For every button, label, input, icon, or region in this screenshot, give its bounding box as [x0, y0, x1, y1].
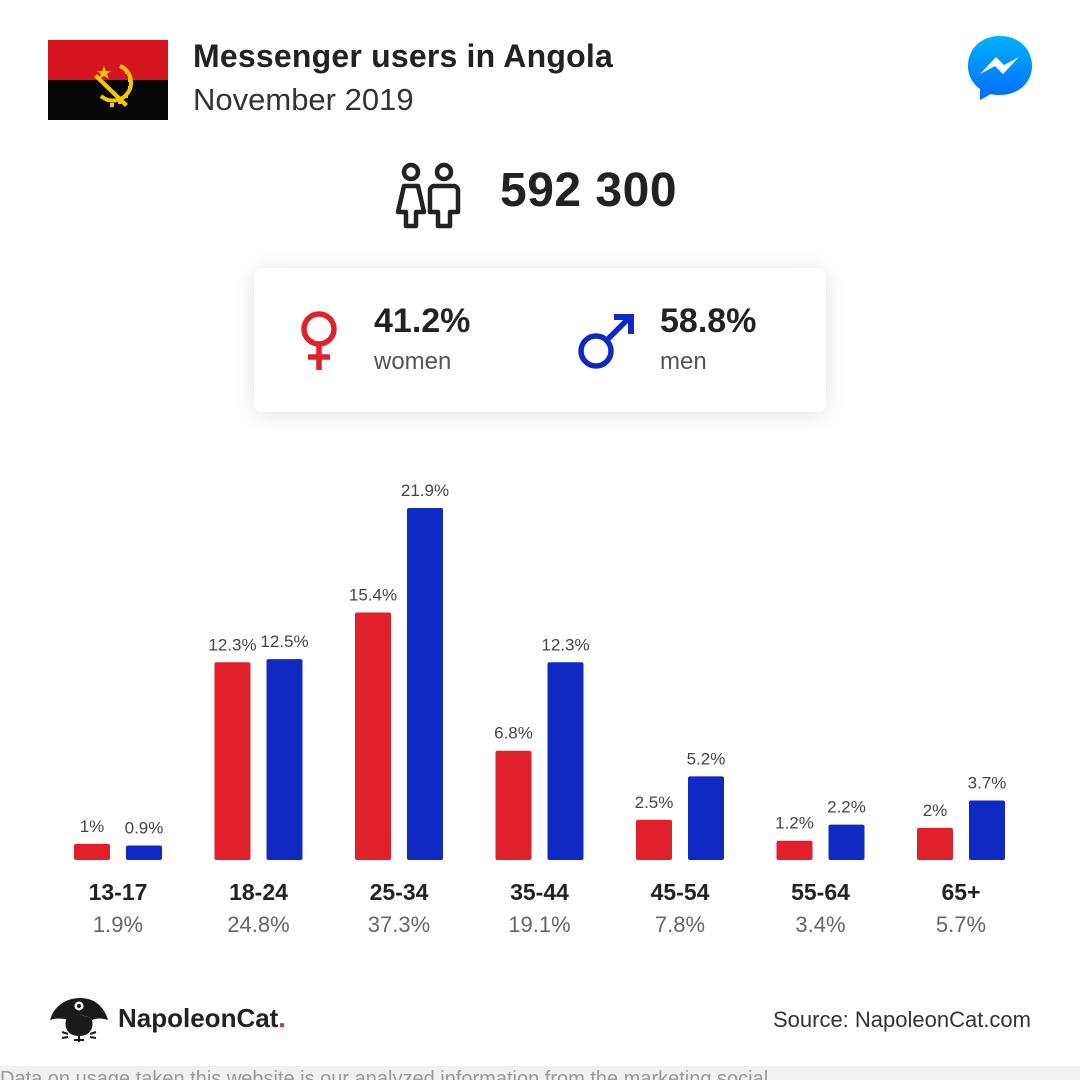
- bar-value-label: 2.2%: [827, 798, 866, 817]
- bar-35-44-men: [547, 662, 584, 860]
- users-icon: [395, 162, 461, 229]
- age-group-label: 13-17: [89, 879, 148, 905]
- source-credit: Source: NapoleonCat.com: [772, 1007, 1031, 1032]
- men-label: men: [660, 348, 707, 375]
- bar-value-label: 1%: [80, 817, 105, 836]
- bar-value-label: 2.5%: [635, 793, 674, 812]
- bar-value-label: 12.3%: [208, 635, 256, 654]
- bar-25-34-women: [355, 612, 391, 860]
- age-group-total: 3.4%: [795, 912, 845, 937]
- footer-disclaimer: Data on usage taken this website is our …: [0, 1068, 769, 1080]
- bar-13-17-women: [74, 843, 110, 860]
- age-group-total: 5.7%: [936, 912, 986, 937]
- bar-55-64-men: [828, 824, 865, 860]
- age-group-label: 25-34: [370, 879, 429, 905]
- messenger-icon: [968, 36, 1032, 100]
- total-users: 592 300: [500, 164, 678, 217]
- bar-55-64-women: [776, 840, 813, 860]
- age-group-label: 45-54: [651, 879, 710, 905]
- logo-name: NapoleonCat: [118, 1003, 279, 1033]
- bar-65+-women: [917, 827, 953, 860]
- gender-card: [254, 268, 826, 412]
- page-subtitle: November 2019: [193, 82, 414, 117]
- footer-disclaimer-strip: Data on usage taken this website is our …: [0, 1066, 1080, 1080]
- age-group-total: 24.8%: [227, 912, 289, 937]
- age-group-total: 19.1%: [508, 912, 570, 937]
- age-group-label: 18-24: [229, 879, 288, 905]
- age-group-label: 55-64: [791, 879, 850, 905]
- bar-value-label: 21.9%: [401, 481, 449, 500]
- bar-value-label: 12.5%: [260, 632, 308, 651]
- age-group-total: 7.8%: [655, 912, 705, 937]
- bar-value-label: 0.9%: [125, 819, 164, 838]
- bar-value-label: 6.8%: [494, 724, 533, 743]
- napoleoncat-logo-text: NapoleonCat.: [118, 1003, 286, 1034]
- bar-45-54-women: [636, 819, 672, 860]
- bar-value-label: 1.2%: [775, 814, 814, 833]
- bar-value-label: 2%: [923, 801, 948, 820]
- logo-dot: .: [278, 1003, 286, 1033]
- bar-65+-men: [969, 800, 1005, 860]
- age-group-label: 65+: [941, 879, 980, 905]
- women-percent: 41.2%: [374, 302, 471, 340]
- age-gender-bar-chart: 1% 0.9%13-171.9%12.3% 12.5%18-2424.8%15.4%…: [74, 481, 1007, 937]
- bar-13-17-men: [126, 845, 162, 860]
- bar-value-label: 15.4%: [349, 585, 397, 604]
- bar-18-24-women: [214, 662, 251, 860]
- bar-45-54-men: [688, 776, 724, 860]
- bar-35-44-women: [495, 750, 532, 860]
- napoleoncat-logo-icon: [50, 998, 108, 1042]
- age-group-label: 35-44: [510, 879, 569, 905]
- women-label: women: [374, 348, 452, 375]
- male-icon: [578, 314, 634, 369]
- page-title: Messenger users in Angola: [193, 38, 613, 74]
- men-percent: 58.8%: [660, 302, 757, 340]
- female-icon: [301, 311, 337, 370]
- bar-25-34-men: [407, 508, 443, 860]
- bar-value-label: 3.7%: [968, 774, 1007, 793]
- bar-value-label: 12.3%: [541, 635, 589, 654]
- bar-18-24-men: [266, 659, 303, 860]
- age-group-total: 1.9%: [93, 912, 143, 937]
- bar-value-label: 5.2%: [687, 749, 726, 768]
- age-group-total: 37.3%: [368, 912, 430, 937]
- angola-flag: [48, 40, 168, 120]
